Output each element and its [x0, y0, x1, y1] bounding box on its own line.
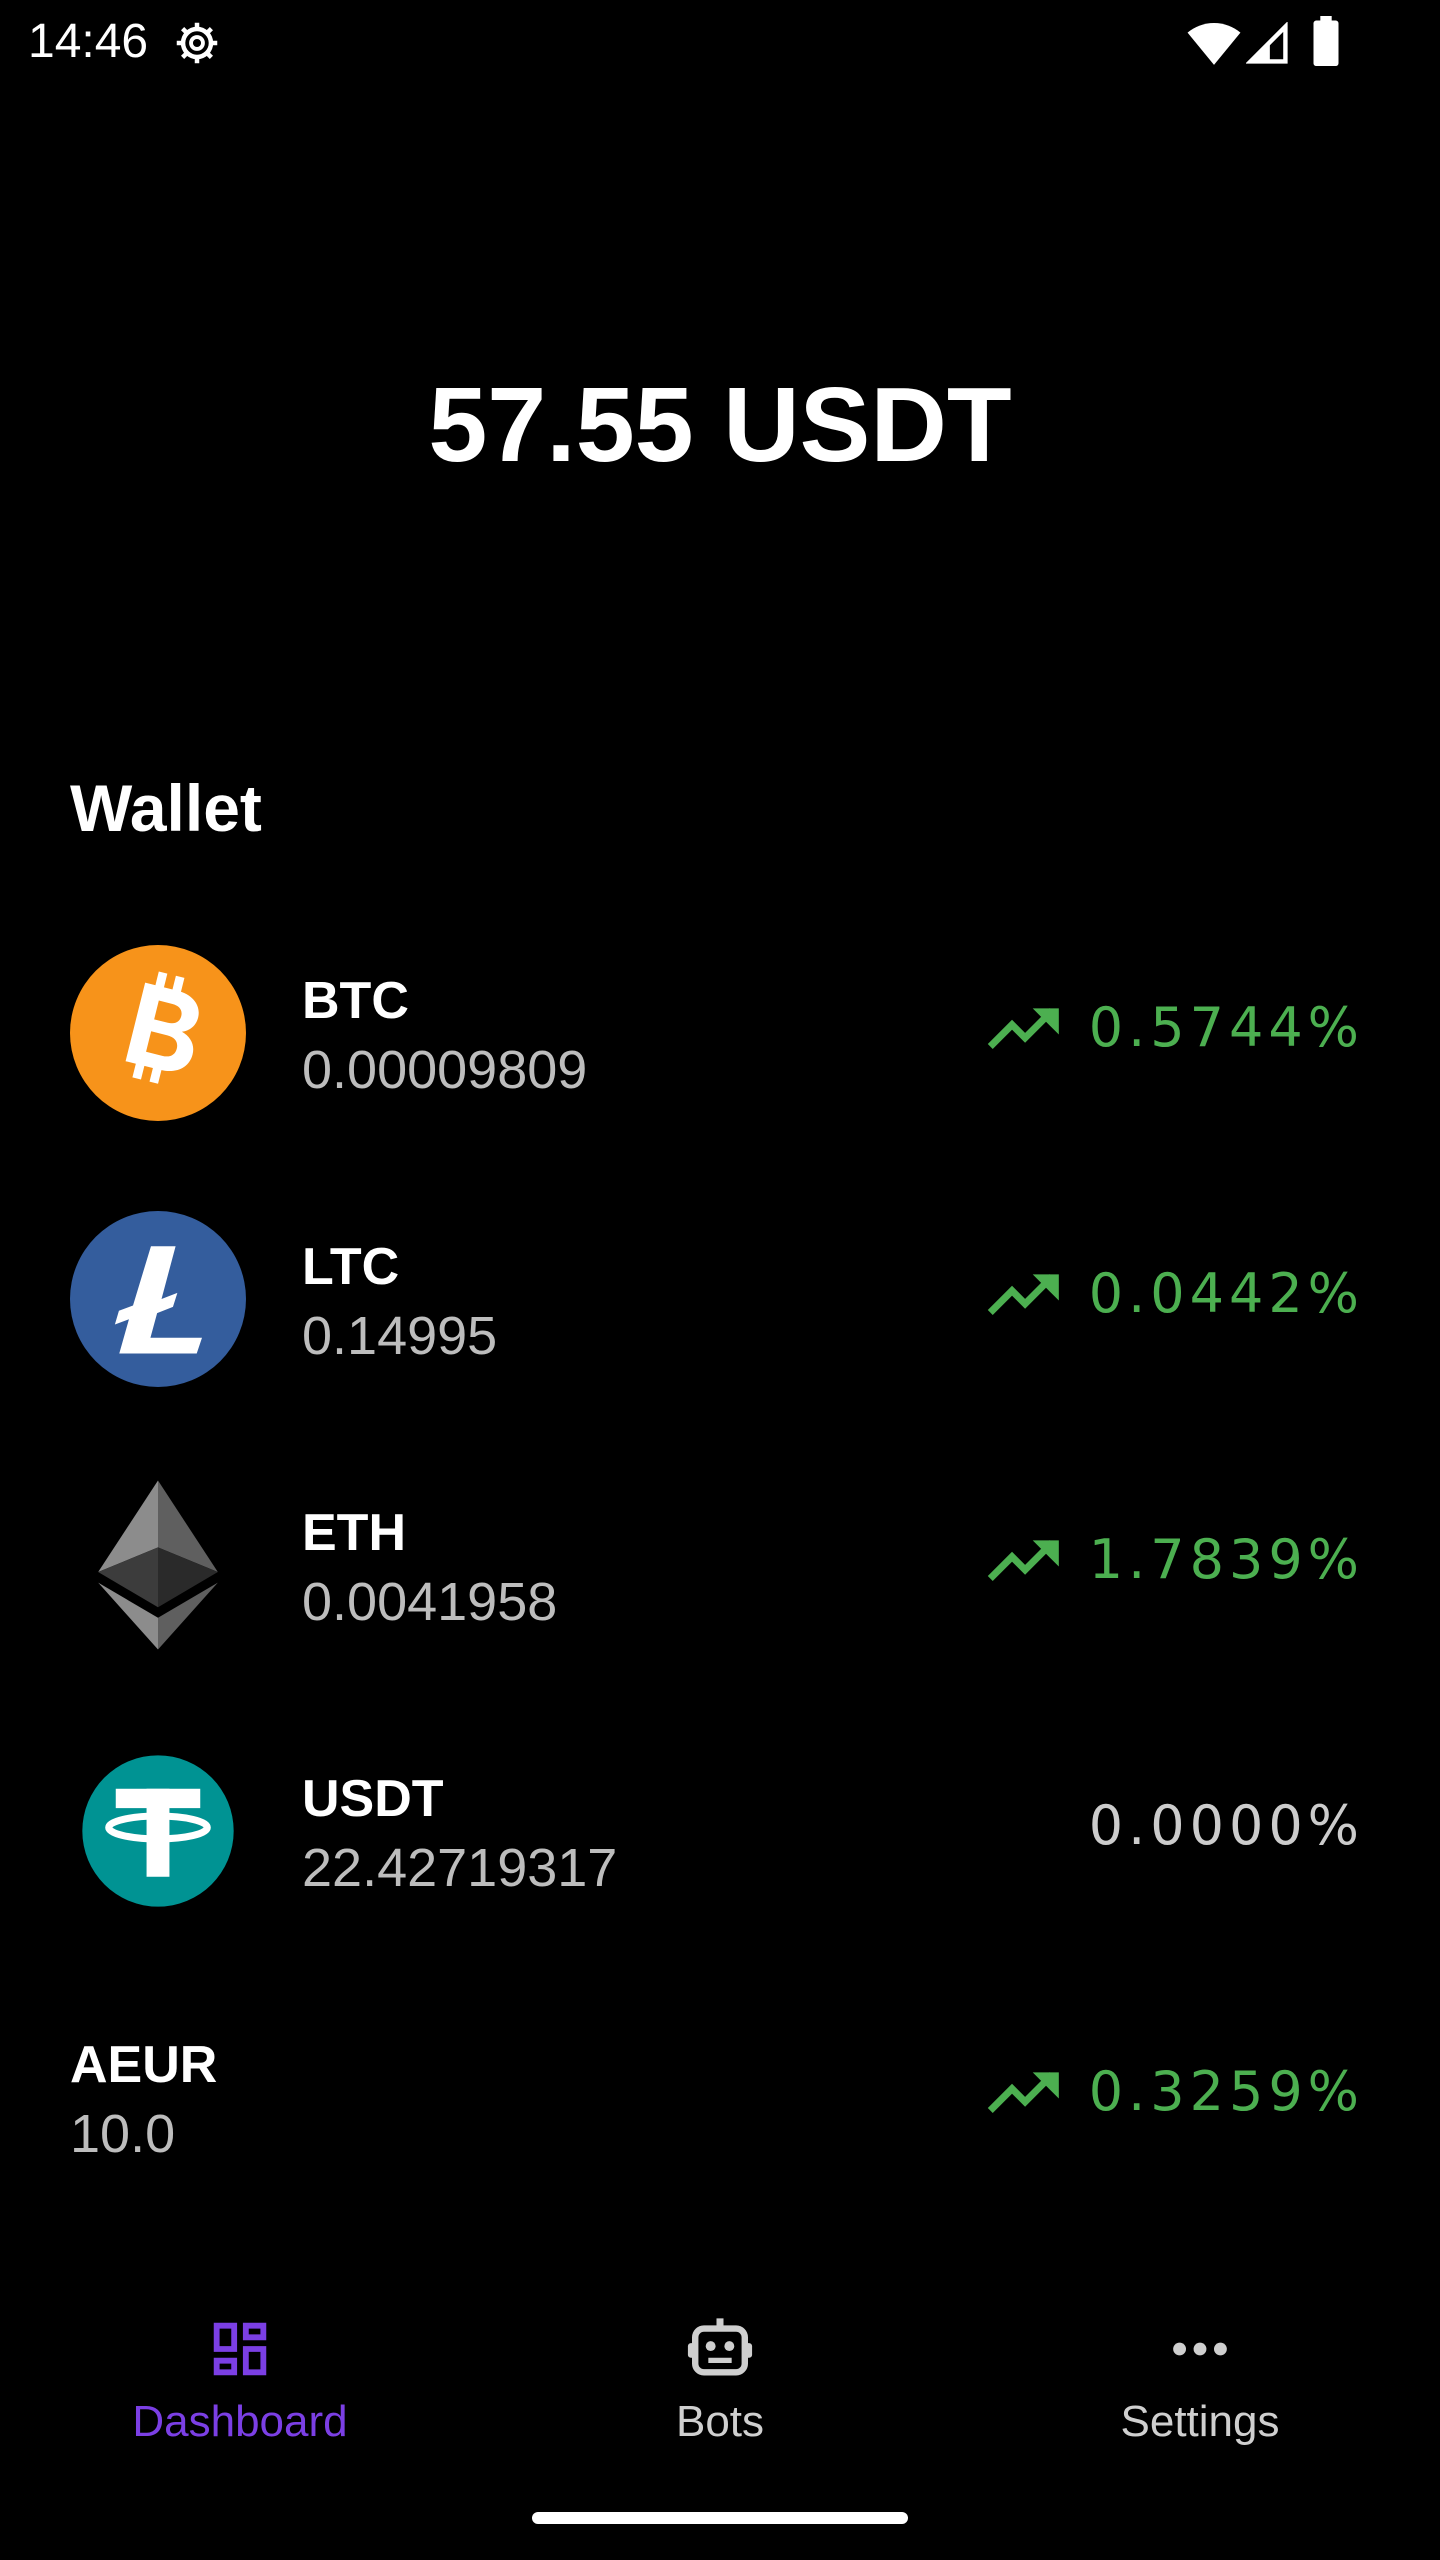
wallet-title: Wallet — [70, 771, 262, 845]
coin-amount: 10.0 — [70, 2104, 176, 2164]
coin-amount: 0.14995 — [302, 1306, 498, 1366]
coin-change: 0.5744% — [987, 993, 1364, 1063]
nav-label: Dashboard — [132, 2397, 348, 2446]
tether-icon — [82, 1755, 234, 1907]
home-indicator[interactable] — [532, 2512, 908, 2524]
coin-text: LTC 0.14995 — [302, 1237, 497, 1369]
coin-amount: 22.42719317 — [302, 1838, 618, 1898]
more-horizontal-icon — [1173, 2342, 1227, 2356]
wallet-item-eth[interactable]: ETH 0.0041958 1.7839% — [0, 1457, 1440, 1723]
nav-item-bots[interactable]: Bots — [480, 2296, 960, 2476]
trending-up-icon — [987, 1540, 1059, 1581]
change-percent: 0.3259% — [1088, 2060, 1364, 2123]
coin-text: USDT 22.42719317 — [302, 1769, 617, 1901]
change-percent: 0.0000% — [1088, 1794, 1364, 1857]
wallet-item-usdt[interactable]: USDT 22.42719317 0.0000% — [0, 1723, 1440, 1989]
change-percent: 0.0442% — [1088, 1262, 1364, 1325]
coin-change: 0.0442% — [987, 1259, 1364, 1329]
trending-up-icon — [987, 1008, 1059, 1049]
wallet-item-ltc[interactable]: LTC 0.14995 0.0442% — [0, 1191, 1440, 1457]
nav-item-dashboard[interactable]: Dashboard — [0, 2296, 480, 2476]
nav-label: Settings — [1120, 2397, 1280, 2446]
bitcoin-icon — [70, 945, 246, 1121]
trending-up-icon — [987, 1274, 1059, 1315]
coin-amount: 0.00009809 — [302, 1040, 588, 1100]
trending-up-icon — [987, 2072, 1059, 2113]
status-bar: 14:46 — [0, 0, 1440, 84]
change-percent: 1.7839% — [1088, 1528, 1364, 1591]
cellular-signal-icon — [1246, 22, 1288, 64]
robot-icon — [687, 2318, 753, 2376]
coin-symbol: AEUR — [70, 2036, 218, 2094]
coin-symbol: BTC — [302, 972, 409, 1030]
litecoin-icon — [70, 1211, 246, 1387]
coin-symbol: USDT — [302, 1770, 444, 1828]
total-balance: 57.55 USDT — [428, 366, 1012, 484]
coin-change: 1.7839% — [987, 1525, 1364, 1595]
coin-change: 0.0000% — [1089, 1791, 1364, 1861]
status-time: 14:46 — [28, 15, 149, 68]
coin-text: ETH 0.0041958 — [302, 1503, 557, 1635]
nav-item-settings[interactable]: Settings — [960, 2296, 1440, 2476]
gear-icon — [176, 22, 218, 64]
wallet-item-btc[interactable]: BTC 0.00009809 0.5744% — [0, 925, 1440, 1191]
battery-icon — [1313, 16, 1339, 66]
coin-text: AEUR 10.0 — [70, 2035, 217, 2167]
ethereum-icon — [98, 1480, 218, 1650]
bottom-navigation: Dashboard Bots Settings — [0, 2296, 1440, 2476]
coin-symbol: ETH — [302, 1504, 406, 1562]
wallet-item-aeur[interactable]: AEUR 10.0 0.3259% — [0, 1989, 1440, 2255]
coin-change: 0.3259% — [987, 2057, 1364, 2127]
dashboard-icon — [213, 2322, 267, 2376]
wifi-icon — [1187, 22, 1241, 65]
coin-text: BTC 0.00009809 — [302, 971, 587, 1103]
wallet-list: BTC 0.00009809 0.5744% LTC 0.14995 0.044… — [0, 925, 1440, 2255]
coin-amount: 0.0041958 — [302, 1572, 558, 1632]
coin-symbol: LTC — [302, 1238, 400, 1296]
change-percent: 0.5744% — [1088, 996, 1364, 1059]
nav-label: Bots — [675, 2397, 765, 2446]
